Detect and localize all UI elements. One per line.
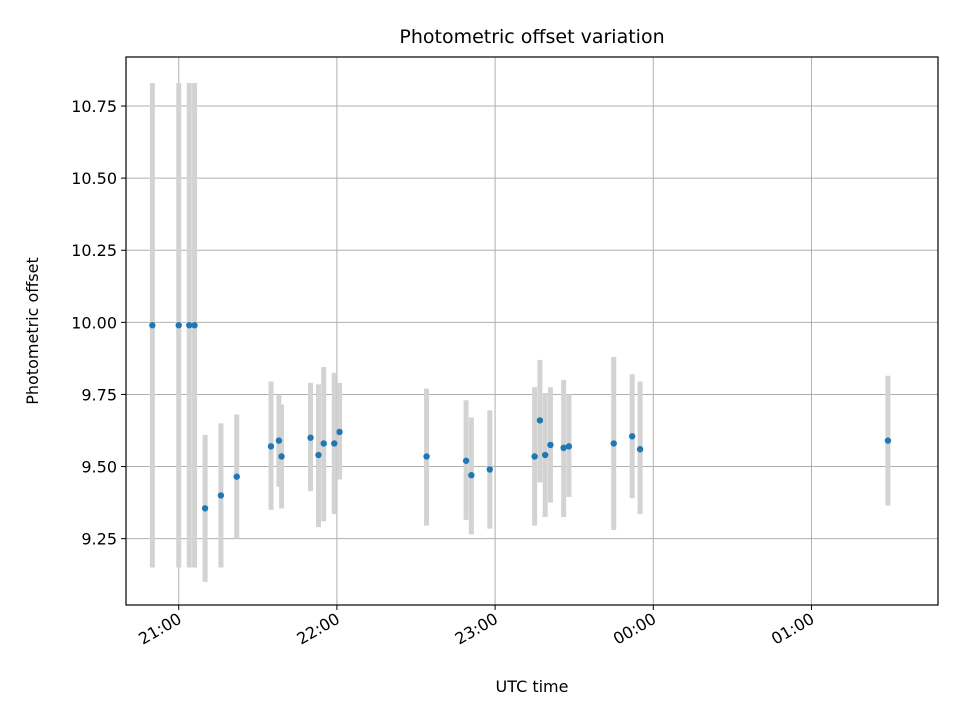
data-point <box>547 441 554 449</box>
y-tick-label: 10.75 <box>71 97 117 116</box>
data-point <box>636 446 644 453</box>
y-tick-label: 9.50 <box>81 458 117 477</box>
data-points <box>149 322 892 512</box>
data-point <box>423 453 430 460</box>
data-point <box>336 428 343 436</box>
data-point <box>468 472 475 479</box>
data-point <box>217 492 225 499</box>
data-point <box>278 453 285 460</box>
data-point <box>191 322 198 329</box>
data-point <box>275 437 283 444</box>
y-tick-label: 10.00 <box>71 313 117 332</box>
x-axis-label: UTC time <box>496 677 569 696</box>
data-point <box>331 440 338 447</box>
data-point <box>884 437 892 444</box>
data-point <box>267 443 275 450</box>
data-point <box>565 443 573 450</box>
data-point <box>149 322 156 329</box>
data-point <box>541 451 549 459</box>
data-point <box>536 417 544 424</box>
data-point <box>315 451 322 459</box>
plot-area <box>126 57 938 605</box>
data-point <box>531 453 538 460</box>
plot-frame <box>125 56 939 606</box>
y-tick-label: 9.25 <box>81 530 117 549</box>
data-point <box>307 434 314 441</box>
data-point <box>186 322 193 329</box>
data-point <box>560 444 567 452</box>
y-tick-label: 10.50 <box>71 169 117 188</box>
data-point <box>233 473 240 480</box>
y-tick-label: 10.25 <box>71 241 117 260</box>
data-point <box>201 505 209 512</box>
data-point <box>628 433 636 440</box>
data-point <box>320 440 327 447</box>
chart-title: Photometric offset variation <box>399 26 664 48</box>
data-point <box>462 457 470 464</box>
y-tick-label: 9.75 <box>81 385 117 404</box>
data-point <box>486 466 494 473</box>
y-axis-label: Photometric offset <box>23 257 42 405</box>
data-point <box>610 440 617 447</box>
data-point <box>175 322 182 329</box>
